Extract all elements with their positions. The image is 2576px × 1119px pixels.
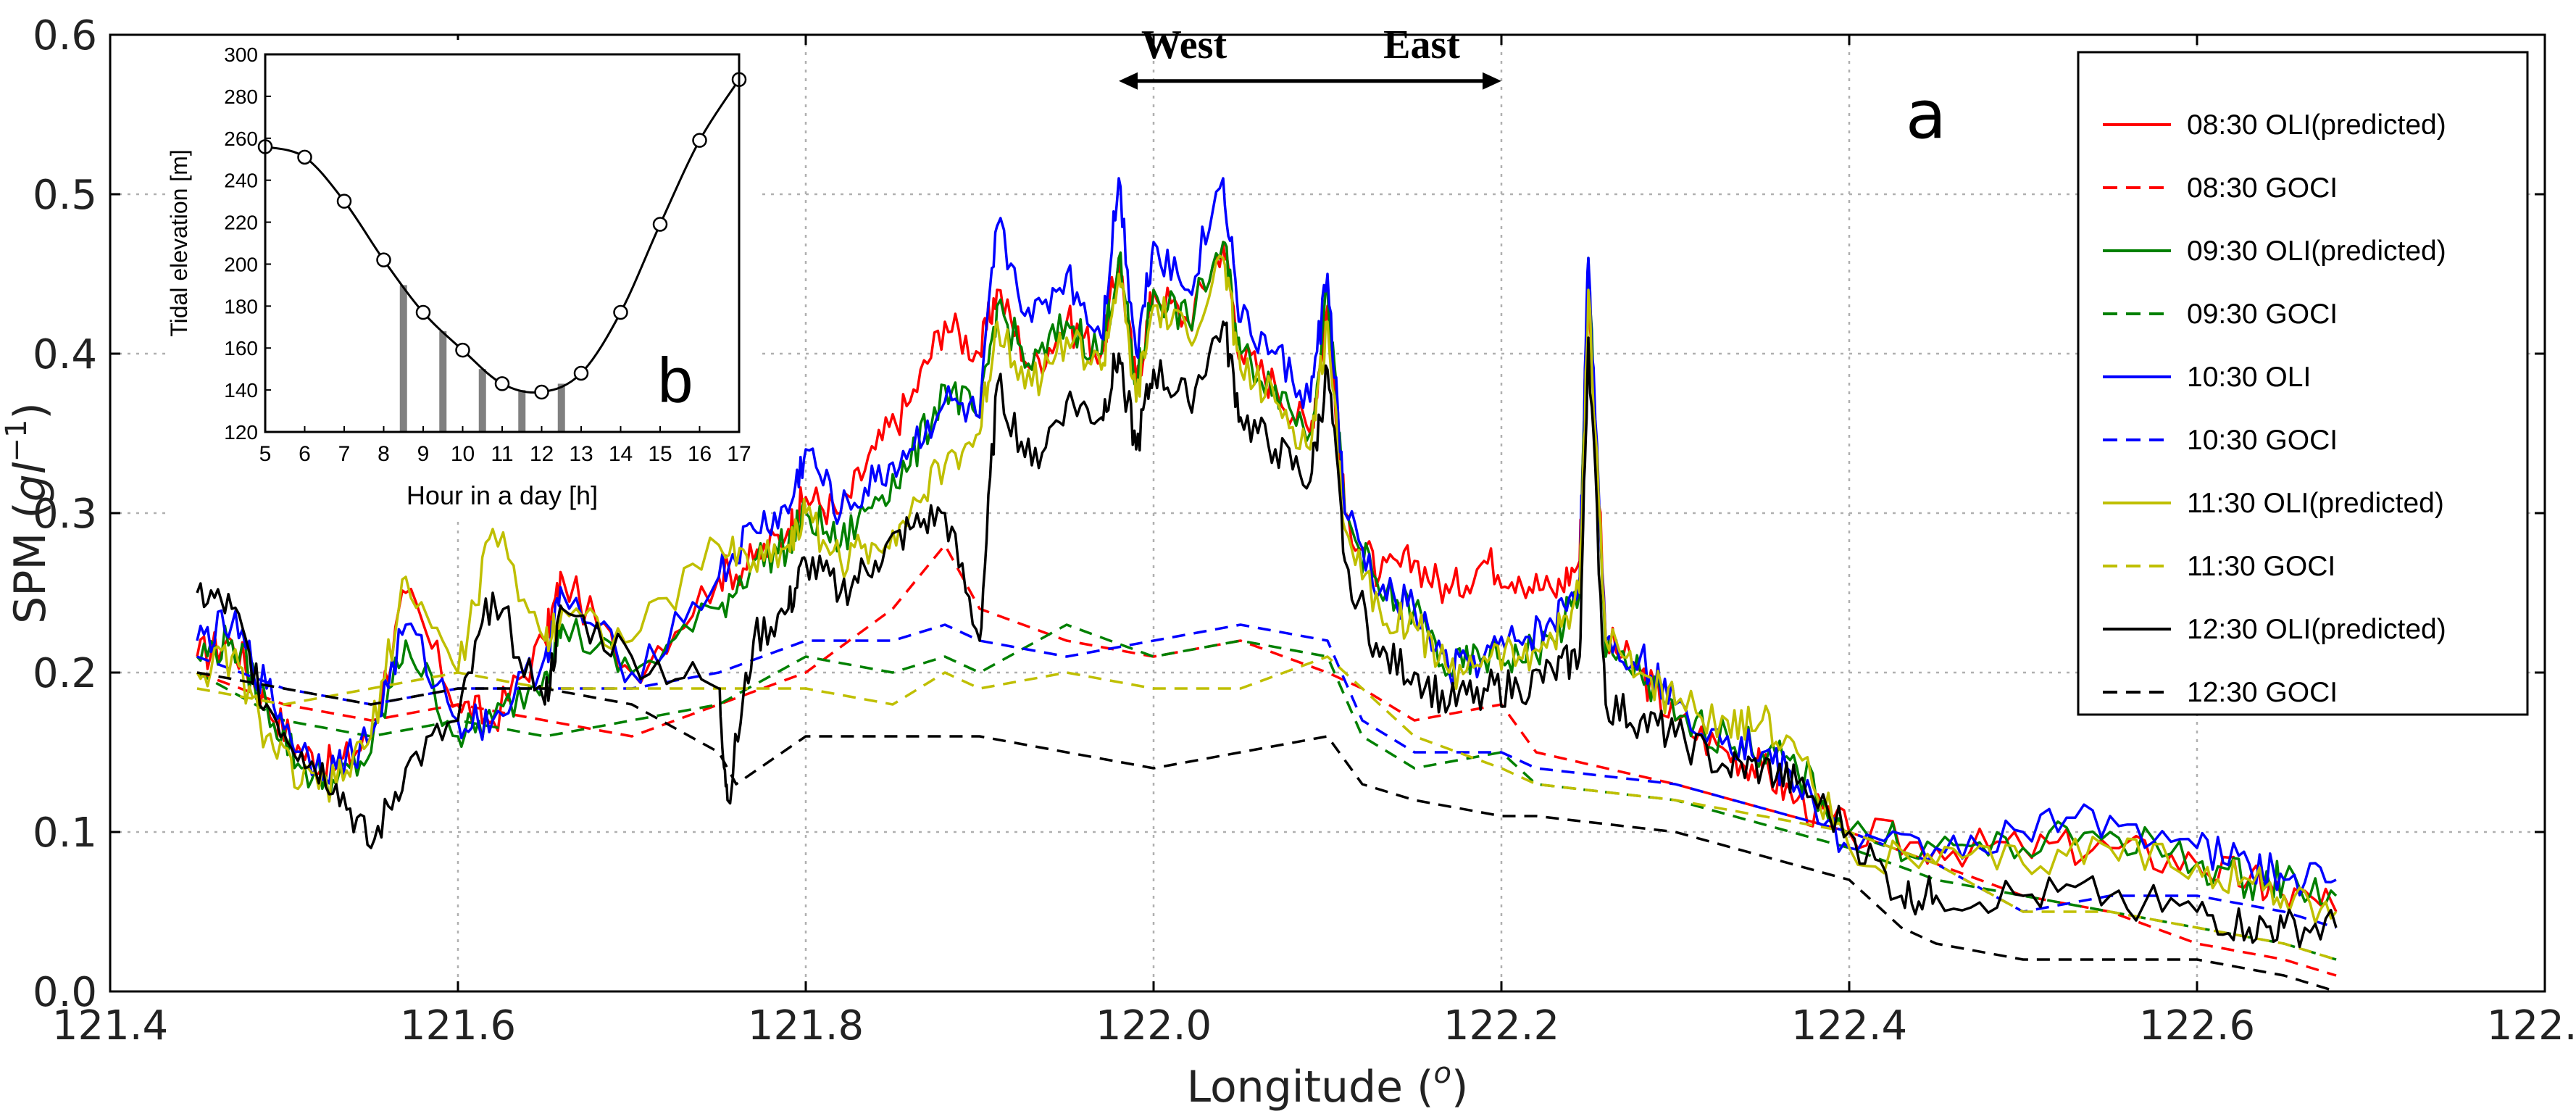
main-y-axis-label: SPM (gl−1) xyxy=(0,402,56,624)
inset-bar xyxy=(478,369,486,432)
inset-bar xyxy=(557,383,565,432)
main-y-ticks: 0.0 0.1 0.2 0.3 0.4 0.5 0.6 xyxy=(33,12,2545,1016)
legend-label: 12:30 GOCI xyxy=(2187,677,2338,708)
inset-x-ticks: 5 6 7 8 9 10 11 12 13 14 15 16 17 xyxy=(259,426,751,466)
main-chart-panel: 121.4 121.6 121.8 122.0 122.2 122.4 122.6 122.8… xyxy=(0,12,2576,1112)
inset-x-axis-label: Hour in a day [h] xyxy=(407,481,598,510)
inset-point xyxy=(376,252,391,267)
legend-label: 09:30 OLI(predicted) xyxy=(2187,236,2446,267)
inset-x-tick-label: 15 xyxy=(648,442,672,466)
main-x-tick-label: 122.0 xyxy=(1096,1002,1212,1049)
inset-y-tick-label: 160 xyxy=(224,337,258,359)
legend-label: 09:30 GOCI xyxy=(2187,299,2338,330)
legend-box xyxy=(2077,51,2529,716)
main-x-tick-label: 121.6 xyxy=(400,1002,516,1049)
inset-x-tick-label: 13 xyxy=(569,442,593,466)
inset-point xyxy=(455,342,470,358)
inset-x-tick-label: 16 xyxy=(688,442,712,466)
inset-y-tick-label: 180 xyxy=(224,295,258,317)
main-x-tick-label: 122.6 xyxy=(2139,1002,2255,1049)
panel-label-b: b xyxy=(658,344,693,416)
legend-label: 08:30 GOCI xyxy=(2187,172,2338,204)
legend-label: 12:30 OLI(predicted) xyxy=(2187,614,2446,645)
east-label: East xyxy=(1383,22,1460,67)
inset-x-tick-label: 12 xyxy=(530,442,554,466)
legend-label: 11:30 GOCI xyxy=(2187,551,2335,582)
inset-point xyxy=(692,133,707,148)
inset-point xyxy=(415,304,431,320)
west-arrowhead xyxy=(1119,72,1138,90)
inset-point xyxy=(573,365,589,381)
inset-bar xyxy=(439,331,447,432)
inset-point xyxy=(613,304,628,320)
inset-x-tick-label: 7 xyxy=(338,442,351,466)
main-y-tick-label: 0.3 xyxy=(33,491,97,538)
inset-y-tick-label: 260 xyxy=(224,128,258,150)
series-line-11-30-oli-predicted- xyxy=(196,254,2338,925)
main-x-tick-label: 122.4 xyxy=(1791,1002,1907,1049)
inset-y-axis-label: Tidal elevation [m] xyxy=(166,149,192,336)
series-line-12-30-oli-predicted- xyxy=(196,320,2338,949)
inset-y-tick-label: 140 xyxy=(224,379,258,402)
inset-point xyxy=(336,194,352,209)
inset-bars xyxy=(399,285,565,432)
inset-point xyxy=(297,149,312,165)
main-x-tick-label: 122.2 xyxy=(1443,1002,1559,1049)
inset-x-tick-label: 14 xyxy=(609,442,633,466)
inset-y-tick-label: 300 xyxy=(224,43,258,66)
main-y-tick-label: 0.6 xyxy=(33,12,97,59)
series-line-12-30-goci xyxy=(196,671,2337,993)
inset-y-tick-label: 200 xyxy=(224,253,258,275)
inset-y-tick-label: 280 xyxy=(224,86,258,108)
inset-x-tick-label: 6 xyxy=(299,442,311,466)
inset-x-tick-label: 11 xyxy=(491,442,513,466)
inset-x-tick-label: 10 xyxy=(451,442,475,466)
inset-y-tick-label: 220 xyxy=(224,212,258,234)
inset-points xyxy=(257,72,747,400)
main-x-ticks: 121.4 121.6 121.8 122.0 122.2 122.4 122.6 122.8 xyxy=(52,35,2576,1049)
inset-point xyxy=(494,376,510,391)
legend-label: 10:30 GOCI xyxy=(2187,425,2338,456)
series-line-10-30-goci xyxy=(196,623,2337,929)
inset-y-tick-label: 240 xyxy=(224,170,258,192)
main-x-axis-label: Longitude (o) xyxy=(1187,1057,1469,1112)
main-y-tick-label: 0.4 xyxy=(33,331,97,378)
inset-point xyxy=(652,217,668,232)
inset-y-tick-label: 120 xyxy=(224,421,258,444)
main-x-tick-label: 121.4 xyxy=(52,1002,168,1049)
west-east-annotation: West East xyxy=(1119,22,1501,90)
inset-x-tick-label: 17 xyxy=(727,442,751,466)
inset-y-ticks: 120 140 160 180 200 220 240 260 280 300 xyxy=(224,43,271,444)
inset-x-tick-label: 5 xyxy=(259,442,272,466)
main-series-group xyxy=(196,177,2338,993)
inset-x-tick-label: 9 xyxy=(417,442,430,466)
main-y-tick-label: 0.2 xyxy=(33,650,97,697)
legend: 08:30 OLI(predicted) 08:30 GOCI 09:30 OLI(… xyxy=(2077,51,2529,716)
legend-label: 11:30 OLI(predicted) xyxy=(2187,488,2444,519)
series-line-09-30-goci xyxy=(196,623,2337,961)
main-x-tick-label: 121.8 xyxy=(748,1002,864,1049)
series-line-08-30-goci xyxy=(196,544,2337,977)
inset-x-tick-label: 8 xyxy=(378,442,390,466)
legend-label: 10:30 OLI xyxy=(2187,362,2311,393)
main-y-tick-label: 0.0 xyxy=(33,969,97,1016)
west-label: West xyxy=(1141,22,1227,67)
inset-chart-panel: 5 6 7 8 9 10 11 12 13 14 15 16 17 120 140 160 180 200 220… xyxy=(166,40,757,522)
main-y-tick-label: 0.5 xyxy=(33,172,97,219)
legend-label: 08:30 OLI(predicted) xyxy=(2187,109,2446,141)
inset-bar xyxy=(399,285,407,432)
inset-point xyxy=(534,384,549,400)
east-arrowhead xyxy=(1483,72,1501,90)
panel-label-a: a xyxy=(1906,76,1946,154)
series-line-11-30-goci xyxy=(196,655,2337,961)
main-y-tick-label: 0.1 xyxy=(33,810,97,857)
main-x-tick-label: 122.8 xyxy=(2487,1002,2576,1049)
inset-bar xyxy=(518,390,526,432)
